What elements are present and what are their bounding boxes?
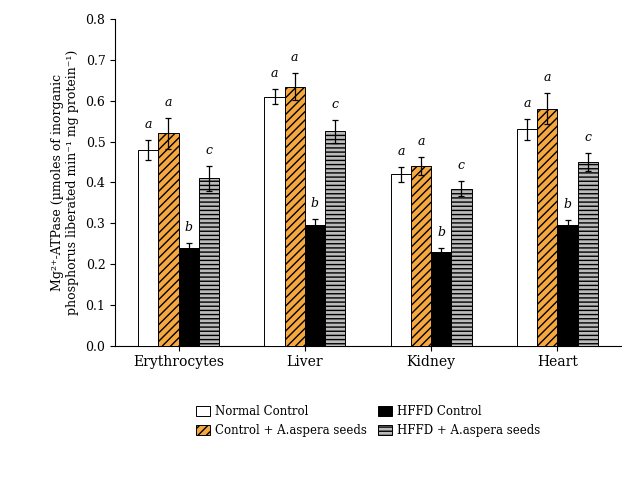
Text: a: a [164,96,172,109]
Bar [557,225,578,346]
Bar [411,166,431,346]
Bar [325,132,345,346]
Text: a: a [524,97,531,110]
Text: a: a [145,118,152,131]
Bar [285,86,305,346]
Text: c: c [205,144,212,157]
Text: b: b [185,221,193,234]
Text: c: c [332,98,339,111]
Bar [179,248,199,346]
Text: c: c [458,159,465,172]
Bar [305,225,325,346]
Text: b: b [437,226,445,239]
Y-axis label: Mg²⁺-ATPase (µmoles of inorganic
phosphorus liberated min⁻¹ mg protein⁻¹): Mg²⁺-ATPase (µmoles of inorganic phospho… [51,50,79,315]
Legend: Normal Control, Control + A.aspera seeds, HFFD Control, HFFD + A.aspera seeds: Normal Control, Control + A.aspera seeds… [191,400,545,442]
Bar [391,174,411,346]
Text: a: a [397,145,404,158]
Text: a: a [271,67,278,80]
Text: c: c [584,131,591,144]
Bar [578,162,598,346]
Text: a: a [291,51,298,64]
Bar [431,252,451,346]
Bar [537,109,557,346]
Bar [199,178,219,346]
Bar [138,150,158,346]
Text: a: a [417,135,425,148]
Bar [158,133,179,346]
Bar [264,97,285,346]
Text: a: a [543,72,551,84]
Text: b: b [311,197,319,210]
Bar [451,189,472,346]
Text: b: b [563,198,572,211]
Bar [517,130,537,346]
